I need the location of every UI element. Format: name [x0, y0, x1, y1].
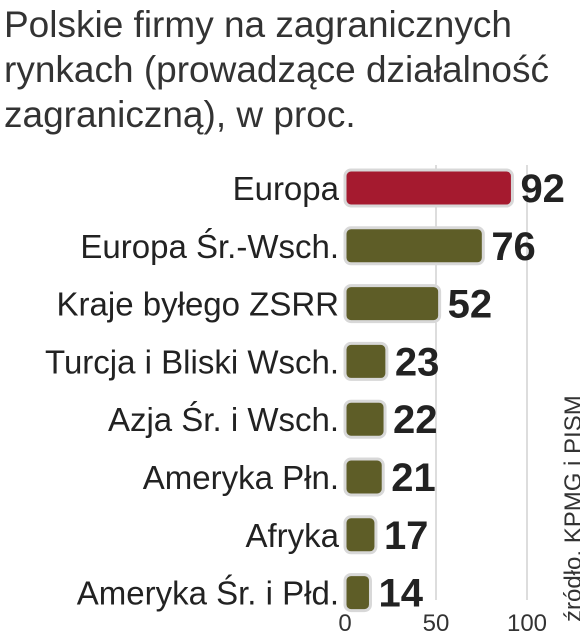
category-label-4: Turcja i Bliski Wsch. [45, 343, 339, 380]
bar-1 [343, 168, 514, 208]
source-note: źródło, KPMG i PISM [560, 395, 580, 622]
bar-2 [343, 226, 485, 266]
value-label-1: 92 [520, 167, 565, 211]
value-label-8: 14 [378, 572, 423, 616]
x-tick-label-100: 100 [507, 610, 547, 637]
bar-6 [343, 457, 385, 497]
title-line-2: rynkach (prowadzące działalność [4, 49, 549, 90]
value-label-5: 22 [393, 398, 438, 442]
category-label-3: Kraje byłego ZSRR [57, 286, 339, 323]
x-tick-label-0: 0 [338, 610, 351, 637]
category-label-5: Azja Śr. i Wsch. [108, 400, 339, 438]
x-tick-label-50: 50 [423, 610, 450, 637]
value-label-2: 76 [491, 225, 536, 269]
title-line-3: zagraniczną), w proc. [4, 94, 356, 135]
value-label-4: 23 [395, 340, 440, 384]
category-label-8: Ameryka Śr. i Płd. [77, 574, 339, 612]
chart-title: Polskie firmy na zagranicznych rynkach (… [4, 2, 564, 137]
bar-7 [343, 515, 378, 555]
title-line-1: Polskie firmy na zagranicznych [4, 4, 512, 45]
category-label-7: Afryka [245, 517, 339, 554]
bar-3 [343, 284, 442, 324]
category-label-1: Europa [233, 170, 340, 207]
value-label-6: 21 [391, 456, 436, 500]
bar-5 [343, 399, 387, 439]
value-label-7: 17 [384, 514, 429, 558]
value-label-3: 52 [448, 283, 493, 327]
bar-4 [343, 341, 389, 381]
category-label-6: Ameryka Płn. [143, 459, 339, 496]
category-label-2: Europa Śr.-Wsch. [80, 227, 339, 265]
bar-8 [343, 573, 372, 613]
